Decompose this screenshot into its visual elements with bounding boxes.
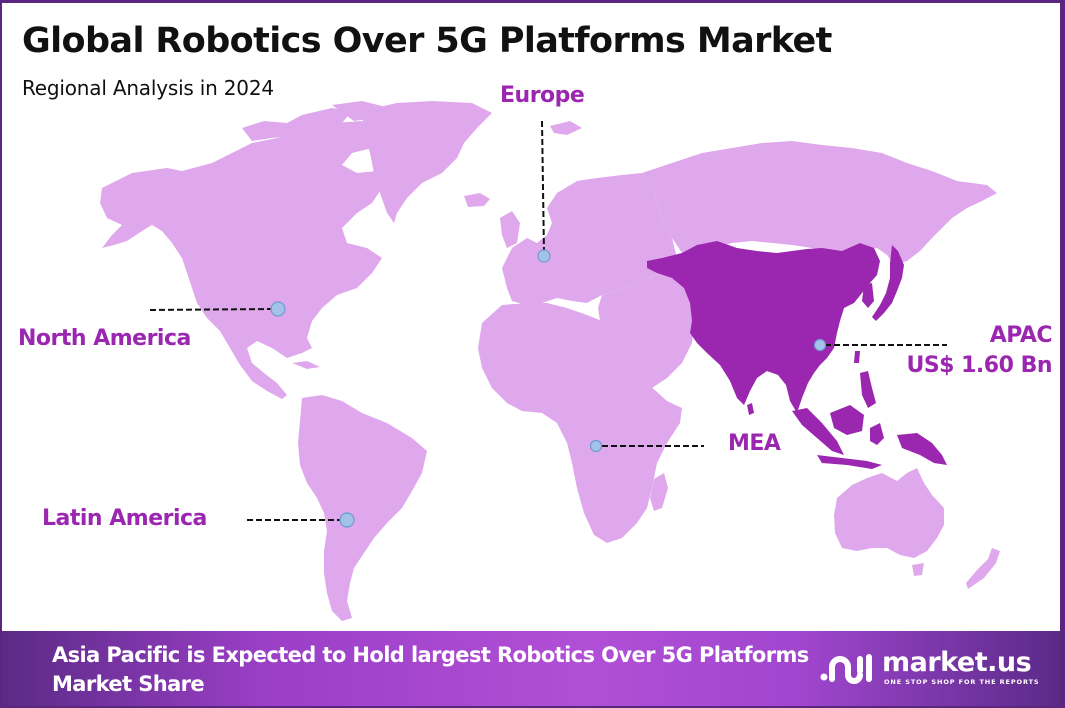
region-label-apac: APAC US$ 1.60 Bn	[902, 321, 1052, 381]
footer-banner: Asia Pacific is Expected to Hold largest…	[2, 631, 1060, 706]
marker-north-america[interactable]	[270, 301, 286, 317]
page-title: Global Robotics Over 5G Platforms Market	[22, 21, 832, 61]
apac-label: APAC	[989, 323, 1053, 348]
region-label-europe: Europe	[500, 83, 585, 108]
leader-line-europe	[541, 120, 545, 254]
region-label-mea: MEA	[728, 431, 781, 456]
region-markers	[270, 249, 827, 528]
brand-lockup[interactable]: market.us ONE STOP SHOP FOR THE REPORTS	[820, 647, 1050, 691]
region-latin-america	[298, 395, 427, 621]
region-label-latin-america: Latin America	[42, 506, 207, 531]
brand-name: market.us	[882, 647, 1032, 678]
world-map	[100, 101, 1000, 621]
page-subtitle: Regional Analysis in 2024	[22, 76, 274, 100]
region-oceania	[834, 468, 944, 558]
footer-headline: Asia Pacific is Expected to Hold largest…	[52, 643, 809, 696]
brand-tagline: ONE STOP SHOP FOR THE REPORTS	[884, 678, 1040, 686]
region-mea	[478, 303, 682, 543]
leader-line-north-america	[149, 308, 273, 311]
region-label-north-america: North America	[18, 326, 191, 351]
marker-europe[interactable]	[537, 249, 551, 263]
market-us-logo-icon	[820, 654, 872, 684]
base-regions	[100, 101, 1000, 621]
marker-mea[interactable]	[589, 439, 603, 453]
region-north-america	[100, 121, 382, 399]
region-europe	[502, 173, 677, 305]
region-apac	[647, 241, 880, 413]
leader-lines	[149, 120, 947, 521]
marker-apac[interactable]	[813, 338, 827, 352]
region-greenland	[362, 101, 492, 223]
highlight-region-apac	[647, 241, 947, 469]
apac-market-value: US$ 1.60 Bn	[906, 353, 1052, 378]
region-russia	[642, 141, 997, 265]
marker-latin-america[interactable]	[339, 512, 355, 528]
